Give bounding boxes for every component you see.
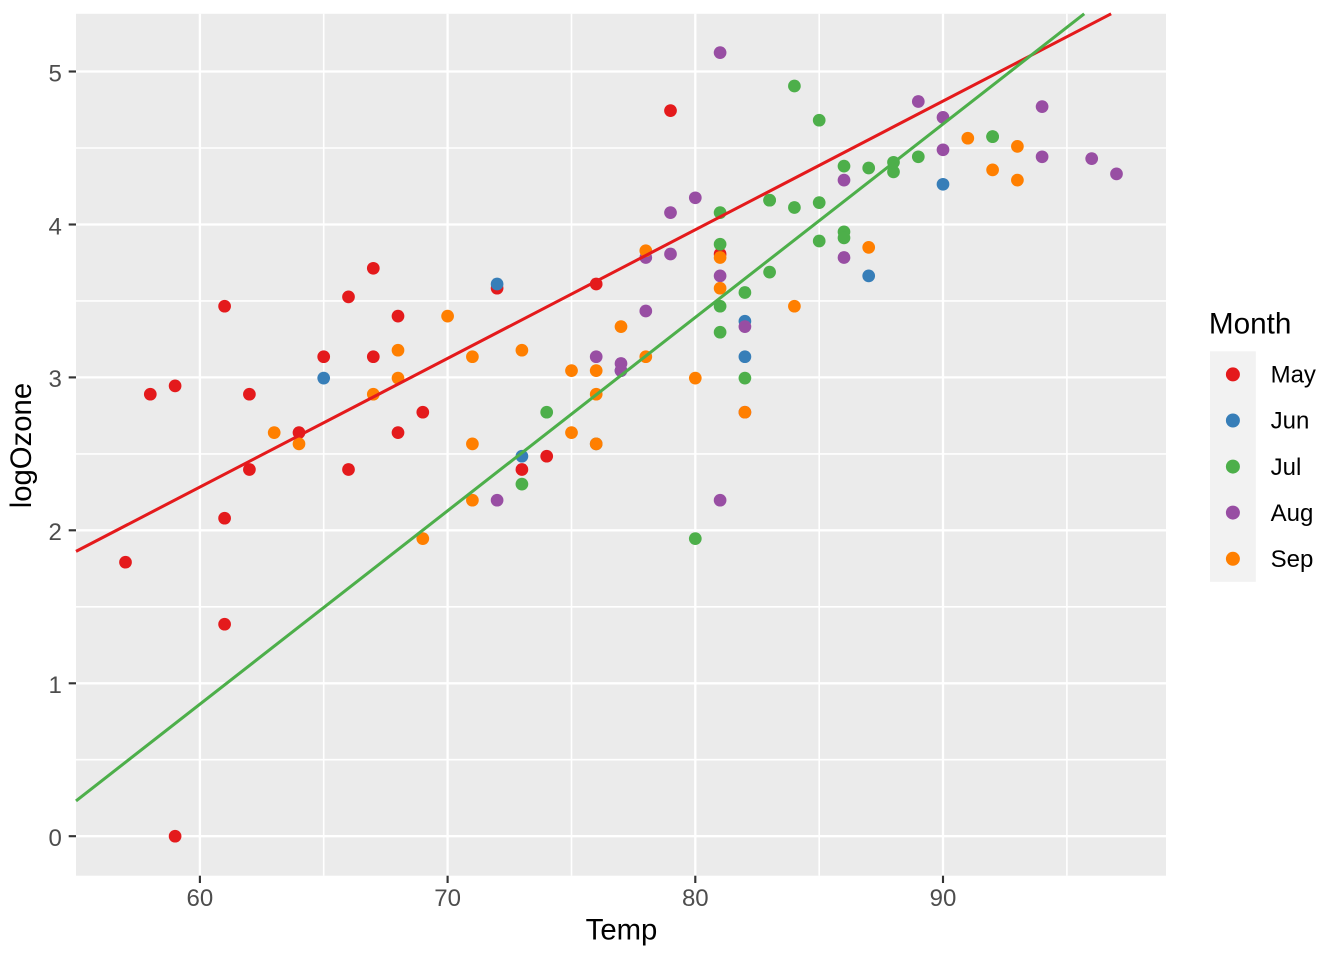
svg-text:4: 4 bbox=[49, 213, 62, 240]
svg-text:5: 5 bbox=[49, 60, 62, 87]
svg-text:Sep: Sep bbox=[1271, 546, 1314, 573]
svg-text:Aug: Aug bbox=[1271, 500, 1314, 527]
svg-text:logOzone: logOzone bbox=[5, 383, 38, 508]
svg-text:70: 70 bbox=[434, 885, 461, 912]
svg-text:2: 2 bbox=[49, 519, 62, 546]
svg-text:Temp: Temp bbox=[586, 914, 658, 947]
svg-text:3: 3 bbox=[49, 366, 62, 393]
svg-text:May: May bbox=[1271, 362, 1316, 389]
svg-text:90: 90 bbox=[930, 885, 957, 912]
svg-text:Month: Month bbox=[1209, 307, 1292, 340]
svg-text:80: 80 bbox=[682, 885, 709, 912]
svg-text:1: 1 bbox=[49, 672, 62, 699]
svg-text:0: 0 bbox=[49, 825, 62, 852]
svg-text:60: 60 bbox=[187, 885, 214, 912]
svg-text:Jul: Jul bbox=[1271, 454, 1302, 481]
svg-text:Jun: Jun bbox=[1271, 408, 1310, 435]
